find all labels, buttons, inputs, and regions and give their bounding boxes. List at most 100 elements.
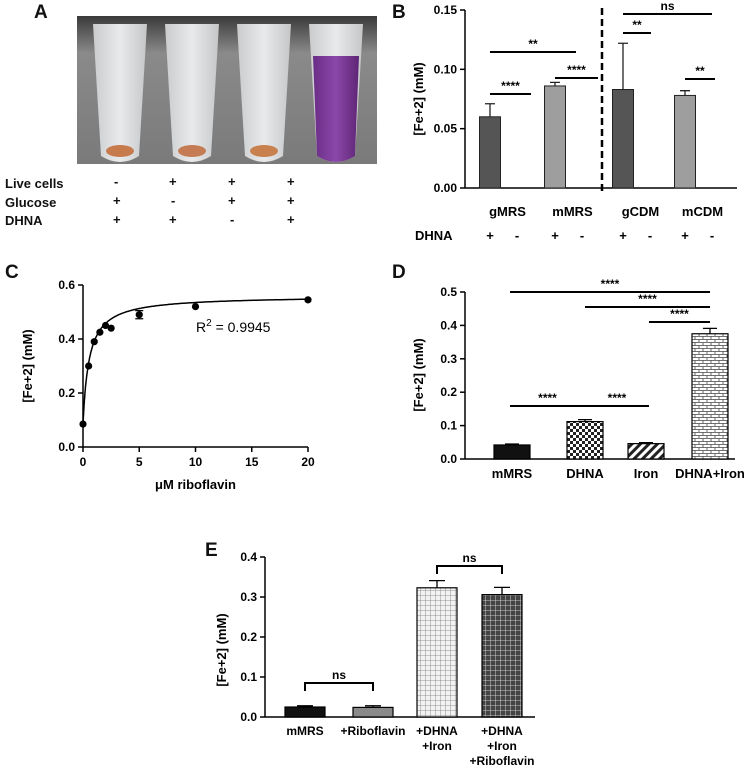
tubes-photo [77, 16, 377, 164]
chart-c-point [135, 311, 143, 319]
chart-b-group-label: gCDM [622, 204, 660, 219]
chart-e-significance-bracket [304, 682, 374, 691]
chart-d-y-tick-label: 0.1 [440, 419, 457, 433]
tube1-glucose: + [113, 193, 121, 208]
chart-d-y-axis-label: [Fe+2] (mM) [411, 338, 426, 411]
chart-b-dhna-sign: + [619, 228, 627, 243]
chart-c-x-tick-label: 15 [245, 455, 259, 469]
chart-d-bar [627, 443, 665, 460]
chart-b-dhna-sign: + [681, 228, 689, 243]
row-label-live-cells: Live cells [5, 176, 64, 191]
chart-e-error-bar [365, 705, 381, 708]
chart-d-y-tick-label: 0.5 [440, 285, 457, 299]
chart-b-significance-label: ** [632, 18, 642, 32]
tube-2 [165, 24, 219, 162]
chart-b-group-label: mMRS [552, 204, 593, 219]
chart-d-error-bar [703, 327, 717, 334]
chart-c-y-tick-label: 0.6 [58, 278, 75, 292]
chart-b-bar [674, 94, 696, 189]
chart-b-significance-label: **** [567, 63, 586, 77]
chart-c-x-tick-label: 5 [136, 455, 143, 469]
chart-e-category-label: mMRS [286, 724, 323, 738]
tube2-live-cells: + [169, 174, 177, 189]
chart-b-error-bar [550, 81, 560, 86]
row-label-dhna: DHNA [5, 213, 43, 228]
chart-b-significance-label: ** [528, 37, 538, 51]
chart-c-point [96, 328, 104, 336]
chart-c-point [85, 362, 93, 370]
chart-e-error-bar [494, 586, 510, 595]
chart-e-category-label: +Riboflavin [469, 754, 534, 768]
chart-c-x-axis-label: μM riboflavin [155, 477, 236, 492]
chart-d-y-tick-label: 0.3 [440, 352, 457, 366]
panel-label-b: B [392, 2, 406, 23]
chart-b-error-bar [680, 90, 690, 96]
chart-b-dhna-row-label: DHNA [415, 228, 453, 243]
tube3-live-cells: + [228, 174, 236, 189]
tube1-live-cells: - [114, 174, 119, 189]
chart-e-significance-bracket [436, 565, 503, 574]
chart-d-significance-label: **** [670, 307, 689, 321]
tube2-dhna: + [169, 212, 177, 227]
tube3-glucose: + [228, 193, 236, 208]
chart-c-fit-curve [82, 298, 309, 425]
chart-c-x-tick-label: 10 [189, 455, 203, 469]
chart-d-bar [691, 333, 729, 460]
chart-e-bar [284, 706, 326, 718]
chart-c: [Fe+2] (mM) 0.0 0.2 0.4 0.6 0 5 10 15 20 μM ribofl… [20, 278, 315, 492]
chart-e: [Fe+2] (mM) 0.0 0.1 0.2 0.3 0.4 mMRS +Riboflavi… [214, 550, 535, 768]
panel-label-e: E [205, 540, 218, 561]
chart-c-point [107, 324, 115, 332]
chart-b-dhna-sign: - [710, 228, 714, 243]
chart-b-dhna-sign: - [648, 228, 652, 243]
chart-e-y-tick-label: 0.0 [240, 710, 257, 724]
tube-4 [309, 24, 363, 162]
chart-e-y-tick-label: 0.1 [240, 670, 257, 684]
chart-e-category-label: +Riboflavin [340, 724, 405, 738]
panel-label-a: A [34, 2, 48, 23]
chart-e-y-axis-label: [Fe+2] (mM) [214, 613, 229, 686]
chart-d-y-tick-label: 0.0 [440, 452, 457, 466]
chart-e-significance-label: ns [332, 668, 346, 682]
chart-b-y-tick-label: 0.05 [434, 122, 458, 136]
chart-d-category-label: DHNA+Iron [675, 466, 745, 481]
chart-c-r2-annotation: R2 = 0.9945 [196, 318, 271, 335]
tube1-dhna: + [113, 212, 121, 227]
chart-e-category-label: +Iron [422, 739, 452, 753]
chart-b-bar [479, 116, 501, 189]
chart-d: [Fe+2] (mM) 0.0 0.1 0.2 0.3 0.4 0.5 mMRS DHNA Iro… [411, 277, 745, 481]
chart-b-y-tick-label: 0.15 [434, 3, 458, 17]
chart-d-significance-label: **** [638, 292, 657, 306]
chart-e-category-label: +Iron [487, 739, 517, 753]
chart-d-bar [493, 444, 531, 460]
panel-label-c: C [5, 262, 19, 283]
chart-d-y-tick-label: 0.2 [440, 385, 457, 399]
chart-c-y-tick-label: 0.0 [58, 440, 75, 454]
chart-b-significance-label: ** [695, 64, 705, 78]
chart-d-error-bar [639, 441, 653, 444]
chart-b-group-label: mCDM [682, 204, 723, 219]
chart-e-bar [352, 706, 394, 718]
chart-c-point [304, 296, 312, 304]
chart-e-category-label: +DHNA [416, 724, 458, 738]
chart-b-dhna-sign: - [515, 228, 519, 243]
chart-d-y-tick-label: 0.4 [440, 318, 457, 332]
tube2-glucose: - [171, 193, 176, 208]
chart-e-error-bar [429, 579, 445, 588]
chart-b-bar [544, 85, 566, 189]
chart-c-y-axis-label: [Fe+2] (mM) [20, 329, 35, 402]
chart-e-error-bar [297, 705, 313, 707]
chart-b-error-bar [485, 103, 495, 117]
chart-b-dhna-sign: - [580, 228, 584, 243]
tube-3 [237, 24, 291, 162]
chart-d-category-label: Iron [634, 466, 659, 481]
chart-b-dhna-sign: + [551, 228, 559, 243]
chart-e-y-tick-label: 0.4 [240, 550, 257, 564]
chart-d-error-bar [578, 418, 592, 422]
chart-e-bar [481, 593, 523, 718]
chart-d-significance-label: **** [538, 391, 557, 405]
chart-d-significance-label: **** [601, 277, 620, 291]
chart-e-significance-label: ns [462, 551, 476, 565]
chart-b: [Fe+2] (mM) 0.00 0.05 0.10 0.15 + - + - + - + - gMRS m… [411, 0, 737, 243]
tube4-glucose: + [287, 193, 295, 208]
